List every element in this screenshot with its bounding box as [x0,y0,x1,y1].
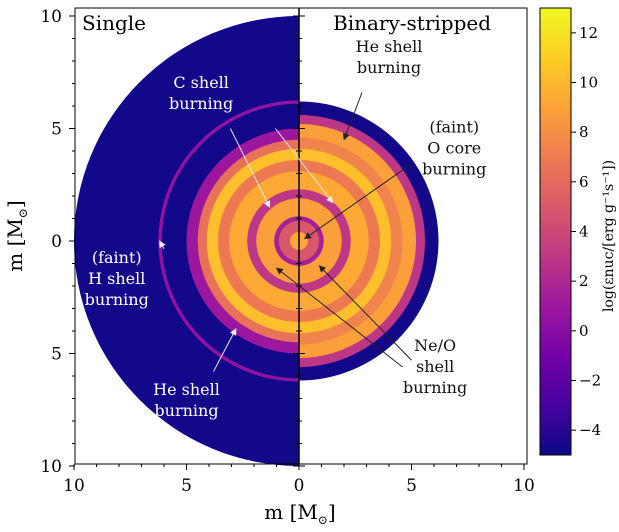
annotation-text-o-core: (faint) [429,118,479,137]
annotation-arrow-c-shell [229,128,271,208]
y-tick-label: 10 [40,457,62,477]
annotation-text-c-shell: burning [169,94,233,113]
plot-frame [74,7,528,465]
colorbar-label: log(εnuc/[erg g⁻¹s⁻¹]) [601,160,617,312]
annotation-text-he-shell-left: burning [154,401,218,420]
y-tick-label: 10 [40,7,62,27]
annotations: C shell burning He shell burning (faint) O co… [85,37,487,420]
annotation-text-he-shell-left: He shell [153,380,220,399]
single-star-ring-11 [278,220,299,262]
y-tick-label: 5 [51,345,62,365]
panel-label-binary: Binary-stripped [333,11,491,35]
annotation-arrow-c-shell [274,128,334,204]
annotation-text-h-shell: (faint) [92,248,142,267]
annotation-text-he-shell-right: burning [357,58,421,77]
annotation-text-o-core: O core [427,139,481,158]
annotation-text-h-shell: H shell [88,269,145,288]
x-axis: 10 5 0 5 10 [63,464,535,496]
colorbar-tick-label: −2 [579,372,601,390]
annotation-text-neo-shell: burning [403,378,467,397]
annotation-text-neo-shell: shell [416,357,454,376]
colorbar-tick-label: 2 [579,272,589,290]
y-axis-label: m [M⊙] [3,200,30,271]
annotation-text-he-shell-right: He shell [356,37,423,56]
annotation-arrow-he-shell-right [342,92,363,141]
annotation-arrow-neo-shell [318,265,412,361]
colorbar-ticks: 12 10 8 6 4 2 0 −2 −4 [571,24,601,439]
single-star-rings [74,16,299,466]
annotation-text-o-core: burning [422,160,486,179]
y-tick-label: 0 [51,232,62,252]
x-axis-label: m [M⊙] [264,500,335,527]
colorbar-tick-label: −4 [579,421,601,439]
annotation-text-c-shell: C shell [173,73,229,92]
colorbar-tick-label: 10 [579,74,598,92]
divider-ticks [293,15,305,467]
colorbar-tick-label: 12 [579,24,598,42]
annotation-arrow-he-shell-left [213,328,237,372]
y-tick-label: 5 [51,120,62,140]
annotation-arrow-neo-shell [275,267,403,368]
colorbar [539,7,572,456]
colorbar-tick-label: 4 [579,223,589,241]
x-tick-label: 5 [406,476,417,496]
x-tick-label: 10 [63,476,85,496]
panel-label-single: Single [82,11,146,35]
x-tick-label: 10 [513,476,535,496]
annotation-arrow-h-shell [159,240,166,250]
colorbar-tick-label: 0 [579,322,589,340]
y-axis: 10 5 0 5 10 [40,7,75,477]
colorbar-tick-label: 8 [579,123,589,141]
single-star-ring-12 [290,232,299,250]
annotation-text-h-shell: burning [85,290,149,309]
x-tick-label: 5 [181,476,192,496]
x-tick-label: 0 [294,476,305,496]
binary-star-ring-10 [299,220,320,262]
annotation-arrow-o-core [304,161,415,240]
colorbar-tick-label: 6 [579,173,589,191]
annotation-text-neo-shell: Ne/O [414,336,456,355]
